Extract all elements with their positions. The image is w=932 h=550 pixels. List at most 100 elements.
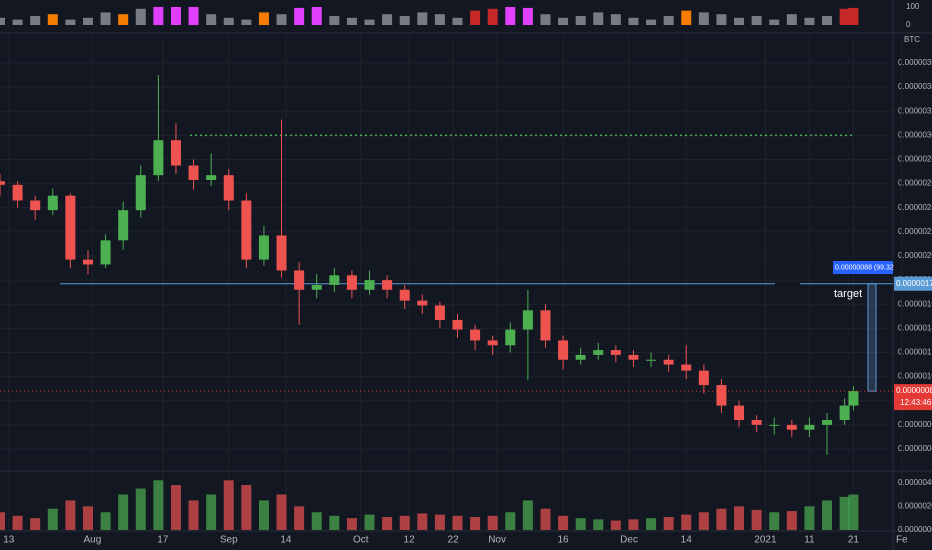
oscillator-bar bbox=[848, 7, 859, 26]
candle-body bbox=[540, 310, 551, 341]
candle-body bbox=[786, 424, 797, 430]
y-tick-label: 0.00000360 bbox=[898, 58, 932, 67]
candle-body bbox=[118, 210, 129, 241]
move-tag-label: 0.00000088 (99.32 bbox=[835, 264, 894, 271]
y-tick-label: 0.00000040 bbox=[898, 444, 932, 453]
volume-bar bbox=[698, 512, 709, 530]
oscillator-bar bbox=[681, 10, 692, 25]
candle-body bbox=[294, 270, 305, 290]
currency-label: BTC bbox=[904, 35, 920, 44]
candle-body bbox=[329, 275, 340, 285]
candle-body bbox=[522, 310, 533, 330]
volume-bar bbox=[65, 500, 76, 530]
volume-bar bbox=[628, 519, 639, 530]
candle-body bbox=[698, 370, 709, 386]
target-label: target bbox=[834, 288, 862, 300]
volume-bar bbox=[82, 506, 93, 530]
oscillator-bar bbox=[593, 12, 604, 25]
oscillator-bar bbox=[575, 16, 586, 25]
volume-bar bbox=[751, 509, 762, 530]
volume-bar bbox=[434, 514, 445, 530]
oscillator-tick-label: 100 bbox=[906, 2, 920, 11]
candle-body bbox=[100, 240, 111, 265]
oscillator-bar bbox=[522, 7, 533, 26]
volume-bar bbox=[30, 518, 41, 530]
y-tick-label: 0.00000220 bbox=[898, 227, 932, 236]
oscillator-bar bbox=[30, 16, 41, 25]
oscillator-bar bbox=[663, 16, 674, 25]
oscillator-bar bbox=[135, 8, 146, 26]
candle-body bbox=[223, 175, 234, 201]
volume-bar bbox=[417, 513, 428, 530]
oscillator-bar bbox=[346, 17, 357, 25]
candle-body bbox=[188, 165, 199, 180]
x-tick-label: Nov bbox=[488, 535, 506, 546]
oscillator-bar bbox=[487, 8, 498, 26]
candle-body bbox=[558, 340, 569, 360]
candle-body bbox=[628, 354, 639, 360]
countdown-label: 12:43:46 bbox=[900, 398, 932, 407]
candle-body bbox=[241, 200, 252, 260]
x-tick-label: 11 bbox=[804, 535, 815, 546]
volume-bar bbox=[153, 480, 164, 530]
volume-bar bbox=[206, 494, 217, 530]
volume-bar bbox=[311, 512, 322, 530]
oscillator-bar bbox=[12, 19, 23, 25]
x-tick-label: 12 bbox=[404, 535, 416, 546]
x-tick-label: Aug bbox=[83, 535, 101, 546]
candle-body bbox=[593, 350, 604, 355]
x-tick-label: 22 bbox=[448, 535, 460, 546]
volume-bar bbox=[382, 516, 393, 530]
oscillator-bar bbox=[118, 14, 129, 25]
volume-bar bbox=[47, 508, 58, 530]
volume-bar bbox=[558, 515, 569, 530]
candle-body bbox=[751, 420, 762, 425]
candle-body bbox=[346, 275, 357, 290]
candle-body bbox=[839, 405, 850, 421]
candle-body bbox=[82, 259, 93, 265]
volume-bar bbox=[681, 514, 692, 530]
oscillator-bar bbox=[364, 19, 375, 25]
x-tick-label: 14 bbox=[280, 535, 292, 546]
oscillator-bar bbox=[646, 19, 657, 25]
x-tick-label: Fe bbox=[896, 535, 908, 546]
candle-body bbox=[575, 354, 586, 360]
oscillator-bar bbox=[839, 8, 850, 26]
oscillator-bar bbox=[769, 19, 780, 25]
volume-bar bbox=[522, 500, 533, 530]
x-tick-label: 17 bbox=[157, 535, 169, 546]
x-tick-label: 16 bbox=[558, 535, 570, 546]
candle-body bbox=[12, 184, 23, 201]
volume-bar bbox=[505, 512, 516, 530]
oscillator-bar bbox=[241, 19, 252, 25]
oscillator-bar bbox=[540, 14, 551, 25]
volume-bar bbox=[241, 485, 252, 530]
oscillator-bar bbox=[47, 14, 58, 25]
candle-body bbox=[804, 424, 815, 430]
oscillator-bar bbox=[100, 12, 111, 25]
last-price-tag bbox=[894, 384, 932, 411]
y-tick-label: 0.00000260 bbox=[898, 179, 932, 188]
candle-body bbox=[364, 280, 375, 290]
volume-bar bbox=[839, 496, 850, 530]
volume-bar bbox=[12, 515, 23, 530]
volume-bar bbox=[470, 516, 481, 530]
oscillator-bar bbox=[294, 7, 305, 26]
last-price-label: 0.00000088 bbox=[896, 386, 932, 395]
oscillator-bar bbox=[382, 14, 393, 25]
oscillator-bar bbox=[434, 14, 445, 25]
oscillator-bar bbox=[206, 14, 217, 25]
volume-bar bbox=[364, 514, 375, 530]
candle-body bbox=[822, 420, 833, 425]
volume-bar bbox=[258, 500, 269, 530]
candle-body bbox=[452, 319, 463, 330]
oscillator-bar bbox=[417, 12, 428, 25]
x-tick-label: 13 bbox=[3, 535, 15, 546]
oscillator-bar bbox=[716, 14, 727, 25]
x-tick-label: Dec bbox=[620, 535, 638, 546]
volume-bar bbox=[610, 520, 621, 530]
oscillator-bar bbox=[698, 12, 709, 25]
